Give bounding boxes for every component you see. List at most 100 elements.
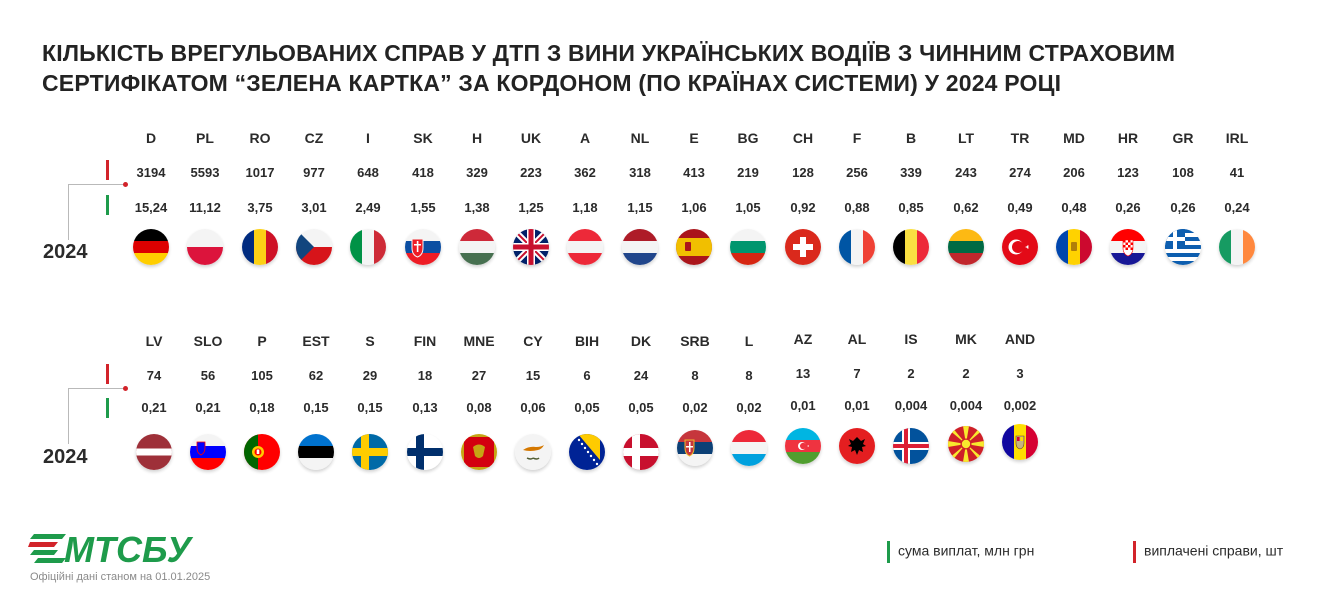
- amount-value: 0,26: [1170, 200, 1196, 215]
- cases-value: 24: [633, 368, 649, 383]
- amount-value: 0,21: [141, 400, 167, 415]
- country-code: PL: [196, 130, 214, 146]
- uk-flag-icon: [513, 229, 549, 265]
- amount-value: 15,24: [134, 200, 168, 215]
- amount-value: 0,15: [303, 400, 329, 415]
- country-code: IS: [904, 331, 918, 347]
- country-code: P: [257, 333, 267, 349]
- al-flag-icon: [839, 428, 875, 464]
- amount-value: 0,15: [357, 400, 383, 415]
- country-code: TR: [1010, 130, 1030, 146]
- cases-value: 15: [525, 368, 541, 383]
- country-code: SLO: [193, 333, 223, 349]
- ro-flag-icon: [242, 229, 278, 265]
- hr-flag-icon: [1110, 229, 1146, 265]
- country-code: L: [744, 333, 754, 349]
- sk-flag-icon: [405, 229, 441, 265]
- amount-value: 2,49: [355, 200, 381, 215]
- es-flag-icon: [676, 229, 712, 265]
- cases-value: 648: [357, 165, 379, 180]
- cases-value: 318: [629, 165, 651, 180]
- at-flag-icon: [567, 229, 603, 265]
- country-code: D: [145, 130, 157, 146]
- country-code: NL: [630, 130, 650, 146]
- hu-flag-icon: [459, 229, 495, 265]
- legend-amount: сума виплат, млн грн: [887, 541, 1034, 563]
- country-code: AL: [847, 331, 867, 347]
- footnote: Офіційні дані станом на 01.01.2025: [30, 571, 211, 583]
- country-code: S: [365, 333, 375, 349]
- cases-value: 243: [955, 165, 977, 180]
- md-flag-icon: [1056, 229, 1092, 265]
- amount-value: 0,01: [844, 398, 870, 413]
- country-code: MD: [1063, 130, 1085, 146]
- it-flag-icon: [350, 229, 386, 265]
- cases-value: 223: [520, 165, 542, 180]
- cases-value: 3194: [136, 165, 166, 180]
- ad-flag-icon: [1002, 424, 1038, 460]
- country-code: MNE: [463, 333, 495, 349]
- country-code: CY: [523, 333, 543, 349]
- cases-value: 7: [853, 366, 861, 381]
- amount-value: 0,49: [1007, 200, 1033, 215]
- cases-value: 2: [962, 366, 970, 381]
- cy-flag-icon: [515, 434, 551, 470]
- amount-value: 0,62: [953, 200, 979, 215]
- is-flag-icon: [893, 428, 929, 464]
- country-code: GR: [1172, 130, 1194, 146]
- amount-value: 11,12: [189, 200, 221, 215]
- amount-value: 1,55: [410, 200, 436, 215]
- year-label: 2024: [43, 241, 88, 263]
- amount-value: 0,01: [790, 398, 816, 413]
- cases-value: 18: [417, 368, 433, 383]
- amount-value: 0,004: [894, 398, 928, 413]
- cases-value: 41: [1229, 165, 1245, 180]
- country-code: F: [852, 130, 862, 146]
- country-code: E: [689, 130, 699, 146]
- cases-value: 1017: [245, 165, 275, 180]
- cases-value: 418: [412, 165, 434, 180]
- amount-value: 0,92: [790, 200, 816, 215]
- be-flag-icon: [893, 229, 929, 265]
- cases-value: 108: [1172, 165, 1194, 180]
- amount-value: 0,18: [249, 400, 275, 415]
- mtsbu-logo: МТСБУ: [28, 529, 194, 568]
- year-label: 2024: [43, 446, 88, 468]
- ee-flag-icon: [298, 434, 334, 470]
- amount-value: 0,002: [1003, 398, 1037, 413]
- country-code: RO: [249, 130, 271, 146]
- country-code: H: [471, 130, 483, 146]
- nl-flag-icon: [622, 229, 658, 265]
- row-bracket: [68, 388, 127, 444]
- cases-value: 74: [146, 368, 162, 383]
- amount-value: 0,02: [736, 400, 762, 415]
- me-flag-icon: [461, 434, 497, 470]
- cases-marker: [106, 160, 109, 180]
- rs-flag-icon: [677, 430, 713, 466]
- country-code: I: [366, 130, 370, 146]
- mk-flag-icon: [948, 426, 984, 462]
- ba-flag-icon: [569, 434, 605, 470]
- dk-flag-icon: [623, 434, 659, 470]
- fr-flag-icon: [839, 229, 875, 265]
- bg-flag-icon: [730, 229, 766, 265]
- country-code: BG: [737, 130, 759, 146]
- cases-value: 329: [466, 165, 488, 180]
- cases-value: 3: [1016, 366, 1024, 381]
- amount-value: 0,13: [412, 400, 438, 415]
- de-flag-icon: [133, 229, 169, 265]
- az-flag-icon: [785, 428, 821, 464]
- legend-amount-label: сума виплат, млн грн: [898, 542, 1035, 559]
- cases-value: 8: [691, 368, 699, 383]
- country-code: SK: [413, 130, 433, 146]
- country-code: UK: [520, 130, 542, 146]
- country-code: CZ: [304, 130, 324, 146]
- ch-flag-icon: [785, 229, 821, 265]
- gr-flag-icon: [1165, 229, 1201, 265]
- amount-value: 0,21: [195, 400, 221, 415]
- cases-value: 105: [251, 368, 273, 383]
- amount-value: 0,05: [574, 400, 600, 415]
- country-code: IRL: [1225, 130, 1249, 146]
- cases-value: 2: [907, 366, 915, 381]
- country-code: DK: [630, 333, 652, 349]
